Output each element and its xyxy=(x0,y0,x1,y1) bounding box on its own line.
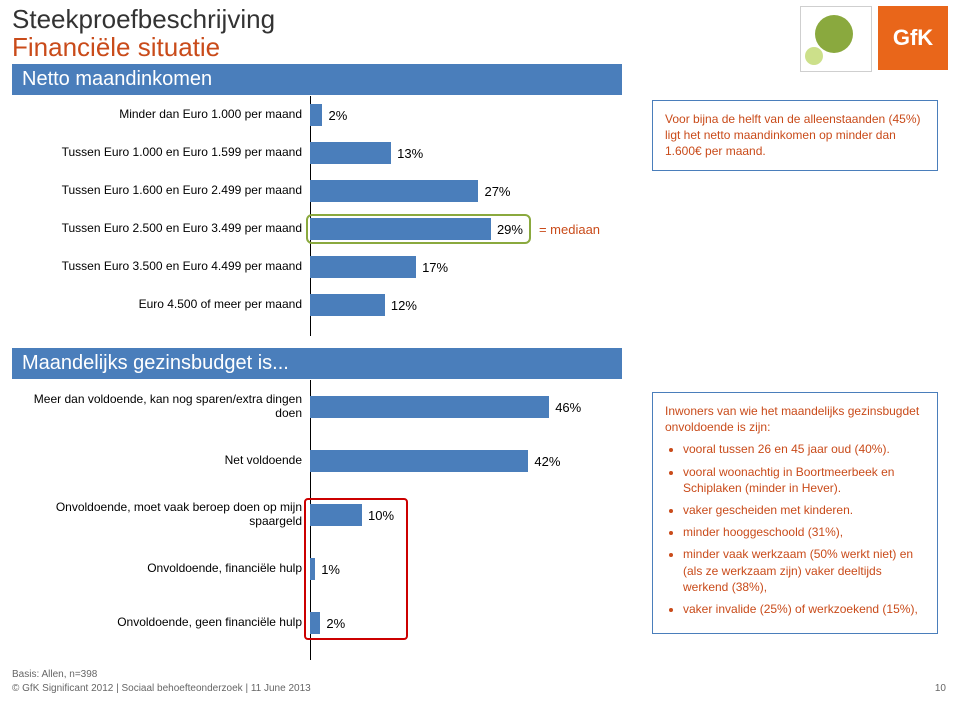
bar-value: 27% xyxy=(484,184,510,199)
logos: GfK xyxy=(800,6,948,72)
chart-row: Meer dan voldoende, kan nog sparen/extra… xyxy=(12,380,622,434)
bar xyxy=(310,256,416,278)
callout-list-item: vooral tussen 26 en 45 jaar oud (40%). xyxy=(683,441,925,457)
bar-value: 17% xyxy=(422,260,448,275)
row-label: Net voldoende xyxy=(12,454,310,468)
bar-value: 46% xyxy=(555,400,581,415)
footer-line: © GfK Significant 2012 | Sociaal behoeft… xyxy=(12,683,311,694)
callout-list-item: vaker gescheiden met kinderen. xyxy=(683,502,925,518)
logo-green-icon xyxy=(800,6,872,72)
row-label: Minder dan Euro 1.000 per maand xyxy=(12,108,310,122)
row-label: Tussen Euro 2.500 en Euro 3.499 per maan… xyxy=(12,222,310,236)
bar-area: 17% xyxy=(310,248,622,286)
bar xyxy=(310,104,322,126)
title-line1: Steekproefbeschrijving xyxy=(12,4,275,35)
chart-row: Minder dan Euro 1.000 per maand 2% xyxy=(12,96,622,134)
bar-area: 27% xyxy=(310,172,622,210)
bar-value: 13% xyxy=(397,146,423,161)
bar-area: 42% xyxy=(310,434,622,488)
bar-value: 2% xyxy=(328,108,347,123)
chart-row: Euro 4.500 of meer per maand 12% xyxy=(12,286,622,324)
chart-row: Net voldoende 42% xyxy=(12,434,622,488)
section1-header: Netto maandinkomen xyxy=(12,64,622,95)
chart-budget: Meer dan voldoende, kan nog sparen/extra… xyxy=(12,380,622,660)
median-label: = mediaan xyxy=(539,222,600,237)
bar-value: 12% xyxy=(391,298,417,313)
callout-mid-list: vooral tussen 26 en 45 jaar oud (40%). vo… xyxy=(665,441,925,617)
row-label: Onvoldoende, financiële hulp xyxy=(12,562,310,576)
callout-list-item: minder hooggeschoold (31%), xyxy=(683,524,925,540)
row-label: Tussen Euro 3.500 en Euro 4.499 per maan… xyxy=(12,260,310,274)
title-line2: Financiële situatie xyxy=(12,32,220,63)
chart-row: Tussen Euro 3.500 en Euro 4.499 per maan… xyxy=(12,248,622,286)
footer-base: Basis: Allen, n=398 xyxy=(12,669,97,680)
section2-header: Maandelijks gezinsbudget is... xyxy=(12,348,622,379)
bar-area: 13% xyxy=(310,134,622,172)
bar xyxy=(310,450,528,472)
callout-mid-intro: Inwoners van wie het maandelijks gezinsb… xyxy=(665,403,925,435)
row-label: Tussen Euro 1.000 en Euro 1.599 per maan… xyxy=(12,146,310,160)
bar xyxy=(310,294,385,316)
bar xyxy=(310,142,391,164)
bar-area: 46% xyxy=(310,380,622,434)
callout-mid: Inwoners van wie het maandelijks gezinsb… xyxy=(652,392,938,634)
row-label: Meer dan voldoende, kan nog sparen/extra… xyxy=(12,393,310,421)
chart-row: Tussen Euro 1.600 en Euro 2.499 per maan… xyxy=(12,172,622,210)
row-label: Onvoldoende, geen financiële hulp xyxy=(12,616,310,630)
bar-area: 2% xyxy=(310,96,622,134)
bar-value: 42% xyxy=(534,454,560,469)
row-label: Tussen Euro 1.600 en Euro 2.499 per maan… xyxy=(12,184,310,198)
callout-list-item: vaker invalide (25%) of werkzoekend (15%… xyxy=(683,601,925,617)
bar-area: 12% xyxy=(310,286,622,324)
callout-list-item: vooral woonachtig in Boortmeerbeek en Sc… xyxy=(683,464,925,496)
chart-income: Minder dan Euro 1.000 per maand 2% Tussen … xyxy=(12,96,622,336)
logo-gfk-icon: GfK xyxy=(878,6,948,70)
callout-list-item: minder vaak werkzaam (50% werkt niet) en… xyxy=(683,546,925,595)
page-number: 10 xyxy=(935,683,946,694)
chart-row: Tussen Euro 1.000 en Euro 1.599 per maan… xyxy=(12,134,622,172)
median-highlight-box xyxy=(306,214,531,244)
callout-top: Voor bijna de helft van de alleenstaande… xyxy=(652,100,938,171)
row-label: Onvoldoende, moet vaak beroep doen op mi… xyxy=(12,501,310,529)
bar xyxy=(310,396,549,418)
row-label: Euro 4.500 of meer per maand xyxy=(12,298,310,312)
bar xyxy=(310,180,478,202)
red-highlight-box xyxy=(304,498,408,640)
